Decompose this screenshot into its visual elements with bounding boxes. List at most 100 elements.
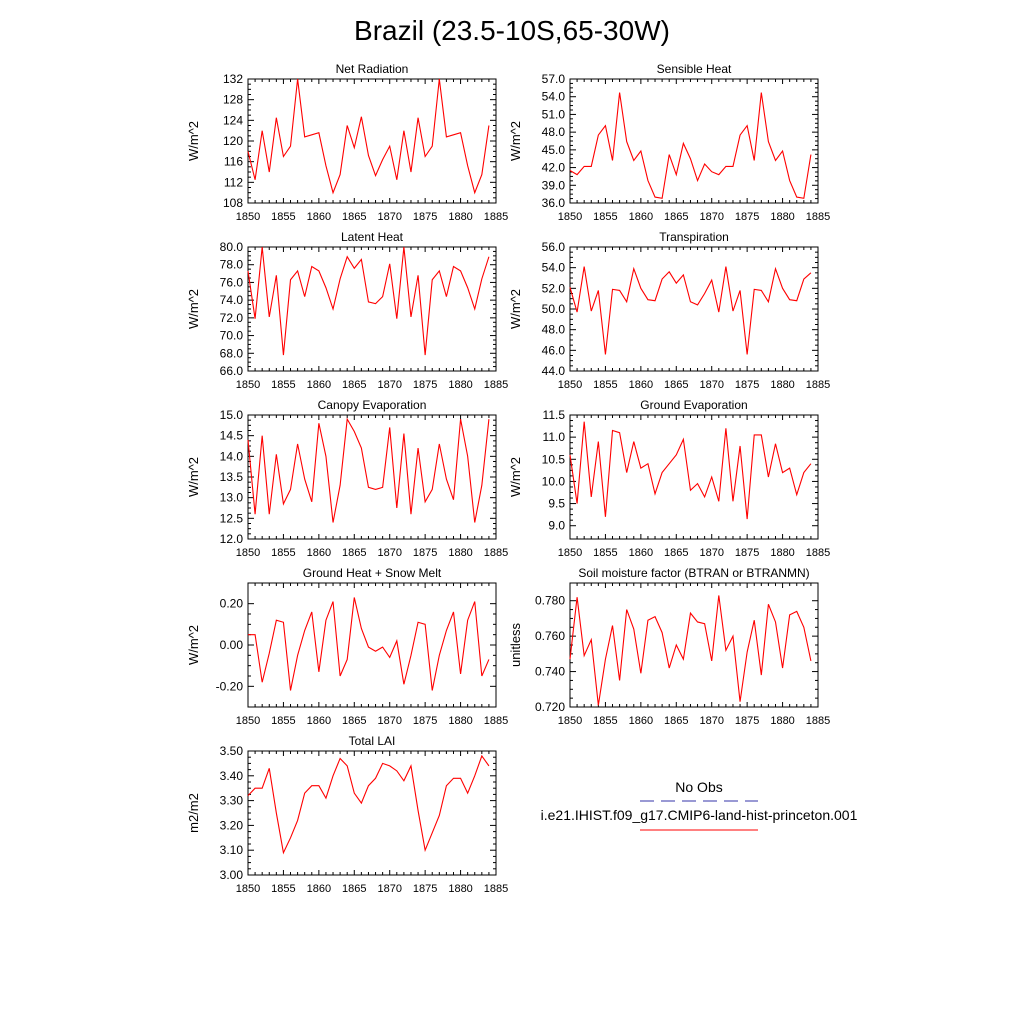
x-tick-label: 1870	[377, 211, 401, 223]
y-tick-label: 70.0	[220, 329, 244, 343]
x-tick-label: 1885	[806, 715, 830, 727]
y-tick-label: -0.20	[216, 679, 244, 693]
x-tick-label: 1865	[664, 715, 688, 727]
x-tick-label: 1880	[448, 211, 472, 223]
panel-title: Total LAI	[349, 734, 396, 748]
y-tick-label: 112	[224, 175, 243, 189]
x-tick-label: 1875	[413, 715, 437, 727]
x-tick-label: 1850	[236, 379, 260, 391]
series-line	[247, 417, 490, 523]
y-tick-label: 42.0	[542, 161, 566, 175]
panel-title: Transpiration	[659, 230, 729, 244]
panels: Net Radiation W/m^2 1850 1855 1860 1865 1870 18…	[186, 62, 830, 895]
x-tick-label: 1855	[593, 379, 617, 391]
legend-label-no-obs: No Obs	[675, 779, 722, 795]
x-tick-label: 1865	[342, 883, 366, 895]
plot-frame	[569, 78, 819, 204]
y-tick-label: 120	[223, 134, 243, 148]
y-tick-label: 10.5	[542, 452, 566, 466]
panel-title: Ground Evaporation	[640, 398, 747, 412]
x-tick-label: 1875	[735, 379, 759, 391]
y-axis-label: W/m^2	[508, 121, 523, 161]
figure-title: Brazil (23.5-10S,65-30W)	[354, 15, 670, 46]
y-axis-label: unitless	[508, 622, 523, 667]
y-tick-label: 56.0	[542, 240, 566, 254]
panel-title: Net Radiation	[336, 62, 409, 76]
x-tick-label: 1870	[377, 547, 401, 559]
y-tick-label: 66.0	[220, 364, 244, 378]
x-tick-label: 1855	[593, 547, 617, 559]
series-line	[569, 92, 812, 199]
x-tick-label: 1855	[593, 211, 617, 223]
y-tick-label: 48.0	[542, 125, 566, 139]
y-tick-label: 12.5	[220, 511, 244, 525]
x-tick-label: 1850	[236, 883, 260, 895]
x-tick-label: 1875	[413, 883, 437, 895]
y-tick-label: 116	[224, 155, 243, 169]
x-tick-label: 1870	[377, 715, 401, 727]
y-tick-label: 50.0	[542, 302, 566, 316]
series-line	[247, 754, 490, 855]
x-tick-label: 1870	[377, 379, 401, 391]
y-tick-label: 9.0	[548, 519, 565, 533]
x-tick-label: 1865	[342, 715, 366, 727]
series-line	[569, 421, 812, 520]
y-tick-label: 80.0	[220, 240, 244, 254]
x-tick-label: 1875	[413, 547, 437, 559]
panel-total-lai: Total LAI m2/m2 1850 1855 1860 1865 1870 1875 18…	[186, 734, 508, 895]
x-tick-label: 1885	[806, 379, 830, 391]
y-tick-label: 128	[223, 93, 243, 107]
y-tick-label: 14.0	[220, 449, 244, 463]
plot-frame	[247, 750, 497, 876]
y-axis-label: W/m^2	[186, 625, 201, 665]
plot-frame	[247, 246, 497, 372]
y-tick-label: 13.0	[220, 491, 244, 505]
y-tick-label: 15.0	[220, 408, 244, 422]
x-tick-label: 1860	[307, 211, 331, 223]
y-tick-label: 13.5	[220, 470, 244, 484]
x-tick-label: 1865	[664, 211, 688, 223]
y-tick-label: 0.00	[220, 638, 244, 652]
x-tick-label: 1885	[806, 547, 830, 559]
x-tick-label: 1875	[413, 211, 437, 223]
y-tick-label: 0.20	[220, 597, 244, 611]
y-tick-label: 3.00	[220, 868, 244, 882]
x-tick-label: 1870	[699, 211, 723, 223]
x-tick-label: 1850	[558, 547, 582, 559]
series-line	[248, 597, 490, 691]
panel-transpiration: Transpiration W/m^2 1850 1855 1860 1865 1870 18…	[508, 230, 830, 391]
y-tick-label: 3.10	[220, 843, 244, 857]
legend: No Obs i.e21.IHIST.f09_g17.CMIP6-land-hi…	[541, 779, 858, 831]
x-tick-label: 1880	[448, 883, 472, 895]
x-tick-label: 1855	[271, 379, 295, 391]
y-tick-label: 11.0	[543, 430, 566, 444]
y-axis-label: W/m^2	[186, 121, 201, 161]
y-tick-label: 0.740	[535, 665, 565, 679]
y-tick-label: 36.0	[542, 196, 566, 210]
plot-frame	[569, 582, 819, 708]
x-tick-label: 1850	[558, 211, 582, 223]
y-tick-label: 3.20	[220, 818, 244, 832]
x-tick-label: 1860	[307, 547, 331, 559]
x-tick-label: 1850	[236, 211, 260, 223]
x-tick-label: 1850	[558, 379, 582, 391]
y-tick-label: 3.30	[220, 794, 244, 808]
y-tick-label: 72.0	[220, 311, 244, 325]
panel-canopy-evaporation: Canopy Evaporation W/m^2 1850 1855 1860 1865 1…	[186, 398, 508, 559]
y-tick-label: 108	[223, 196, 243, 210]
y-tick-label: 78.0	[220, 258, 244, 272]
x-tick-label: 1885	[484, 379, 508, 391]
y-tick-label: 48.0	[542, 323, 566, 337]
y-tick-label: 9.5	[548, 497, 565, 511]
series-line	[569, 266, 812, 355]
x-tick-label: 1875	[735, 715, 759, 727]
x-tick-label: 1875	[413, 379, 437, 391]
panel-latent-heat: Latent Heat W/m^2 1850 1855 1860 1865 1870 1875…	[186, 230, 508, 391]
x-tick-label: 1865	[664, 379, 688, 391]
y-tick-label: 68.0	[220, 346, 244, 360]
panel-title: Sensible Heat	[657, 62, 732, 76]
y-tick-label: 76.0	[220, 275, 244, 289]
plot-frame	[247, 582, 497, 708]
x-tick-label: 1865	[342, 211, 366, 223]
